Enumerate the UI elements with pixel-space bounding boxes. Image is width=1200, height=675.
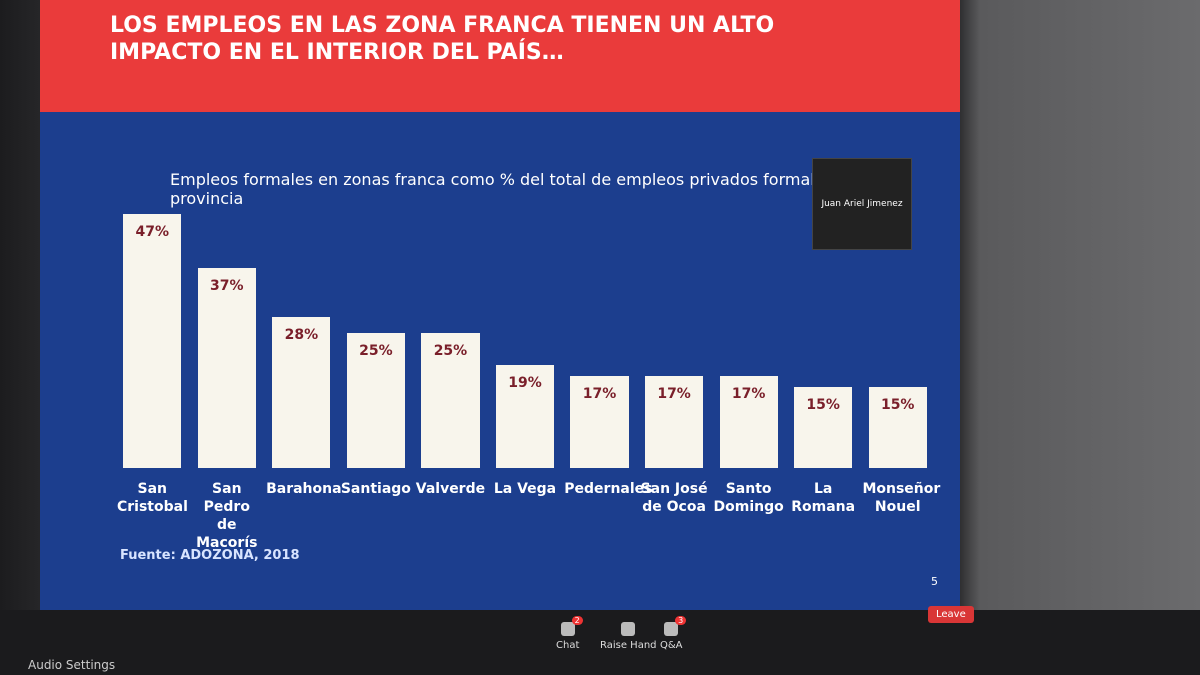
qa-badge: 3	[675, 616, 687, 625]
category-label: La Vega	[493, 481, 557, 497]
qa-label: Q&A	[660, 640, 683, 651]
bar	[794, 387, 853, 468]
bar	[645, 376, 704, 468]
category-label: Barahona	[266, 481, 342, 497]
category-label: Monseñor Nouel	[862, 481, 941, 515]
chat-button[interactable]: 2 Chat	[556, 616, 583, 651]
bar	[868, 387, 927, 468]
video-tile[interactable]: Juan Ariel Jimenez	[812, 158, 912, 250]
category-label: San Cristobal	[117, 481, 188, 515]
raise-hand-label: Raise Hand	[600, 640, 657, 651]
bar	[719, 376, 778, 468]
bar	[197, 268, 256, 468]
bar	[495, 365, 555, 468]
bar	[272, 316, 331, 468]
category-label: San Pedro de Macorís	[196, 481, 258, 551]
bar	[346, 333, 405, 468]
category-label: Valverde	[415, 481, 486, 497]
value-label: 25%	[359, 343, 393, 359]
value-label: 47%	[135, 224, 170, 241]
hand-icon	[621, 622, 636, 636]
slide: LOS EMPLEOS EN LAS ZONA FRANCA TIENEN UN…	[40, 0, 960, 610]
source-note: Fuente: ADOZONA, 2018	[120, 548, 300, 563]
leave-button[interactable]: Leave	[928, 606, 974, 623]
value-label: 17%	[657, 386, 691, 403]
value-label: 25%	[433, 343, 468, 359]
bar	[421, 333, 480, 468]
meeting-toolbar	[0, 610, 1200, 675]
value-label: 19%	[508, 375, 542, 392]
slide-header	[40, 0, 960, 112]
slide-title: LOS EMPLEOS EN LAS ZONA FRANCA TIENEN UN…	[110, 13, 775, 65]
chart-title: Empleos formales en zonas franca como % …	[170, 170, 865, 208]
category-label: Santo Domingo	[713, 481, 784, 515]
bar	[570, 376, 629, 468]
qa-button[interactable]: 3 Q&A	[660, 616, 687, 651]
audio-settings[interactable]: Audio Settings	[28, 658, 116, 672]
chat-badge: 2	[571, 616, 583, 625]
chat-icon: 2	[560, 616, 583, 636]
value-label: 37%	[210, 278, 244, 295]
category-label: Pedernales	[564, 481, 653, 497]
chat-label: Chat	[556, 640, 580, 651]
value-label: 15%	[806, 397, 840, 413]
raise-hand-button[interactable]: Raise Hand	[600, 622, 657, 651]
page-number: 5	[931, 575, 938, 588]
bar	[123, 214, 182, 468]
value-label: 17%	[731, 386, 766, 403]
category-label: Santiago	[340, 481, 411, 497]
category-label: La Romana	[791, 481, 856, 515]
value-label: 17%	[582, 386, 617, 403]
value-label: 15%	[880, 397, 915, 413]
category-label: San José de Ocoa	[640, 481, 708, 515]
qa-icon: 3	[664, 616, 687, 636]
value-label: 28%	[284, 326, 319, 343]
